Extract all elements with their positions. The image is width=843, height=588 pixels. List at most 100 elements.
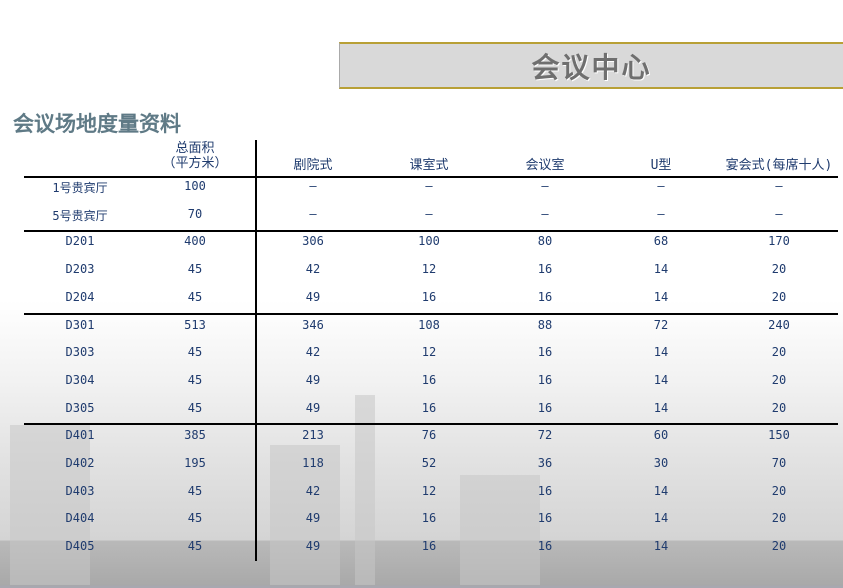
table-cell: 14 bbox=[653, 483, 669, 498]
table-cell: 45 bbox=[187, 400, 203, 415]
building-shape bbox=[270, 445, 340, 585]
table-cell: 14 bbox=[653, 262, 669, 277]
table-cell: 12 bbox=[421, 483, 437, 498]
table-cell: 30 bbox=[653, 456, 669, 470]
room-name: 1号贵宾厅 bbox=[52, 181, 108, 195]
table-cell: 20 bbox=[771, 400, 787, 415]
table-cell: 42 bbox=[305, 483, 321, 498]
table-cell: 16 bbox=[537, 289, 553, 304]
table-cell: 36 bbox=[537, 456, 553, 470]
table-cell: 45 bbox=[187, 289, 203, 304]
table-cell: — bbox=[425, 206, 433, 221]
table-cell: — bbox=[657, 179, 665, 193]
column-header: 课室式 bbox=[409, 158, 449, 173]
table-cell: 72 bbox=[653, 317, 669, 332]
table-cell: 20 bbox=[771, 483, 787, 498]
table-cell: — bbox=[775, 206, 783, 221]
column-header: 总面积 （平方米） bbox=[162, 141, 228, 171]
table-cell: — bbox=[541, 179, 549, 193]
table-cell: 42 bbox=[305, 262, 321, 277]
room-name: D401 bbox=[65, 428, 95, 443]
table-cell: 16 bbox=[537, 539, 553, 554]
table-divider bbox=[24, 176, 838, 178]
table-cell: 240 bbox=[768, 317, 790, 332]
table-cell: 16 bbox=[537, 483, 553, 498]
section-subtitle: 会议场地度量资料 bbox=[13, 112, 181, 136]
page-title: 会议中心 bbox=[531, 50, 652, 84]
room-name: D304 bbox=[65, 372, 95, 387]
table-cell: 20 bbox=[771, 262, 787, 277]
table-cell: 45 bbox=[187, 511, 203, 526]
room-name: D405 bbox=[65, 539, 95, 554]
table-cell: 20 bbox=[771, 539, 787, 554]
table-cell: 70 bbox=[771, 456, 787, 470]
table-cell: 60 bbox=[653, 428, 669, 443]
table-cell: 150 bbox=[768, 428, 790, 443]
table-divider bbox=[24, 313, 838, 315]
room-name: D203 bbox=[65, 262, 95, 277]
table-cell: 88 bbox=[537, 317, 553, 332]
table-cell: 20 bbox=[771, 289, 787, 304]
table-cell: 16 bbox=[537, 372, 553, 387]
table-cell: 213 bbox=[302, 428, 324, 443]
table-cell: — bbox=[541, 206, 549, 221]
room-name: D303 bbox=[65, 345, 95, 360]
room-name: D404 bbox=[65, 511, 95, 526]
building-shape bbox=[355, 395, 375, 585]
room-name: D301 bbox=[65, 317, 95, 332]
table-cell: 45 bbox=[187, 483, 203, 498]
table-cell: 49 bbox=[305, 539, 321, 554]
table-divider bbox=[24, 423, 838, 425]
room-name: 5号贵宾厅 bbox=[52, 208, 108, 223]
table-cell: 16 bbox=[537, 262, 553, 277]
table-cell: 49 bbox=[305, 400, 321, 415]
column-header: U型 bbox=[650, 158, 672, 173]
column-header: 宴会式(每席十人) bbox=[725, 158, 833, 173]
table-cell: 195 bbox=[184, 456, 206, 470]
room-name: D402 bbox=[65, 456, 95, 470]
building-shape bbox=[460, 475, 540, 585]
room-name: D201 bbox=[65, 234, 95, 249]
table-cell: 16 bbox=[537, 511, 553, 526]
table-cell: 68 bbox=[653, 234, 669, 249]
table-cell: 45 bbox=[187, 539, 203, 554]
table-cell: 16 bbox=[537, 400, 553, 415]
table-cell: 100 bbox=[418, 234, 440, 249]
table-cell: 513 bbox=[184, 317, 206, 332]
table-cell: — bbox=[425, 179, 433, 193]
table-cell: 45 bbox=[187, 372, 203, 387]
table-divider-vertical bbox=[255, 140, 257, 561]
table-cell: 49 bbox=[305, 372, 321, 387]
table-cell: 346 bbox=[302, 317, 324, 332]
table-cell: 16 bbox=[421, 372, 437, 387]
table-cell: — bbox=[775, 179, 783, 193]
column-header: 剧院式 bbox=[293, 158, 333, 173]
table-cell: 100 bbox=[184, 179, 206, 193]
table-cell: 14 bbox=[653, 289, 669, 304]
table-cell: 52 bbox=[421, 456, 437, 470]
column-header: 会议室 bbox=[525, 158, 565, 173]
table-cell: 14 bbox=[653, 511, 669, 526]
room-name: D403 bbox=[65, 483, 95, 498]
building-shape bbox=[10, 425, 90, 585]
table-cell: 20 bbox=[771, 345, 787, 360]
room-name: D204 bbox=[65, 289, 95, 304]
table-cell: — bbox=[657, 206, 665, 221]
room-name: D305 bbox=[65, 400, 95, 415]
table-cell: 108 bbox=[418, 317, 440, 332]
table-cell: 76 bbox=[421, 428, 437, 443]
table-cell: 118 bbox=[302, 456, 324, 470]
table-cell: 400 bbox=[184, 234, 206, 249]
table-cell: 49 bbox=[305, 511, 321, 526]
table-cell: 45 bbox=[187, 345, 203, 360]
table-cell: 16 bbox=[421, 539, 437, 554]
table-cell: 16 bbox=[421, 400, 437, 415]
table-cell: 16 bbox=[537, 345, 553, 360]
table-cell: 42 bbox=[305, 345, 321, 360]
table-cell: 170 bbox=[768, 234, 790, 249]
table-cell: 14 bbox=[653, 539, 669, 554]
table-cell: 72 bbox=[537, 428, 553, 443]
table-cell: 16 bbox=[421, 511, 437, 526]
table-cell: 14 bbox=[653, 400, 669, 415]
